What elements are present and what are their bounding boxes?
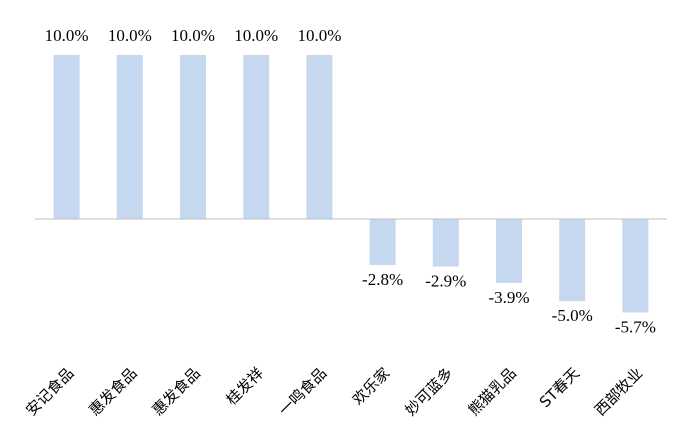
bar-5 [306, 55, 333, 219]
value-labels-group: 10.0% 10.0% 10.0% 10.0% 10.0% -2.8% -2.9% -3.9%… [45, 26, 656, 336]
value-label-7: -2.9% [425, 272, 466, 291]
value-label-4: 10.0% [234, 26, 278, 45]
bar-2 [116, 55, 143, 219]
category-label-5: 一鸣食品 [275, 364, 330, 419]
value-label-2: 10.0% [108, 26, 152, 45]
category-labels-group: 安记食品 惠发食品 惠发食品 桂发祥 一鸣食品 欢乐家 妙可蓝多 熊猫乳品 ST春天 西部牧业 [22, 364, 646, 419]
bar-9 [559, 219, 586, 301]
value-label-5: 10.0% [297, 26, 341, 45]
value-label-10: -5.7% [615, 317, 656, 336]
bar-7 [432, 219, 459, 267]
bar-10 [622, 219, 649, 313]
category-label-6: 欢乐家 [349, 364, 394, 409]
bars-group [53, 55, 649, 313]
bar-3 [180, 55, 206, 219]
bar-4 [243, 55, 270, 219]
category-label-7: 妙可蓝多 [401, 364, 456, 419]
bar-1 [53, 55, 80, 219]
bar-6 [369, 219, 396, 265]
category-label-1: 安记食品 [22, 364, 77, 419]
value-label-8: -3.9% [488, 288, 529, 307]
category-label-8: 熊猫乳品 [465, 364, 520, 419]
value-label-1: 10.0% [45, 26, 89, 45]
value-label-6: -2.8% [362, 270, 403, 289]
value-label-9: -5.0% [552, 306, 593, 325]
category-label-4: 桂发祥 [222, 364, 267, 409]
value-label-3: 10.0% [171, 26, 215, 45]
category-label-9: ST春天 [536, 364, 583, 411]
category-label-2: 惠发食品 [85, 364, 140, 419]
bar-8 [496, 219, 522, 283]
category-label-3: 惠发食品 [149, 364, 204, 419]
category-label-10: 西部牧业 [591, 364, 646, 419]
